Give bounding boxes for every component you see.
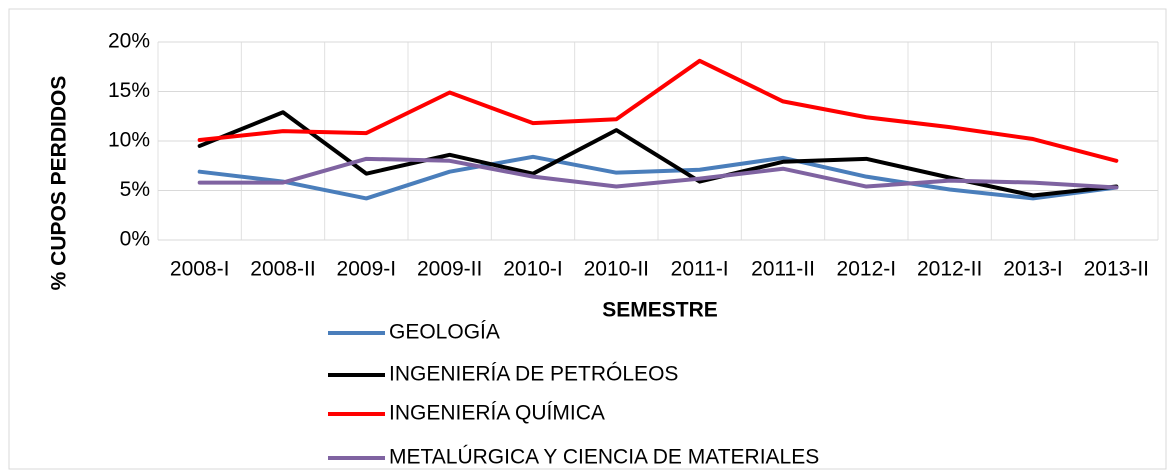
legend-label: INGENIERÍA DE PETRÓLEOS bbox=[389, 363, 678, 386]
legend-label: INGENIERÍA QUÍMICA bbox=[389, 402, 605, 425]
x-axis-title: SEMESTRE bbox=[602, 299, 718, 322]
legend-label: GEOLOGÍA bbox=[389, 321, 500, 344]
y-axis-title: % CUPOS PERDIDOS bbox=[48, 76, 71, 291]
series-line bbox=[197, 58, 1119, 163]
y-tick-label: 10% bbox=[108, 129, 150, 152]
x-tick-label: 2013-II bbox=[1084, 258, 1149, 281]
x-tick-label: 2011-II bbox=[751, 258, 815, 281]
x-tick-label: 2009-I bbox=[337, 258, 397, 281]
series-line bbox=[197, 156, 1119, 190]
x-tick-label: 2008-II bbox=[250, 258, 315, 281]
x-tick-label: 2012-II bbox=[917, 258, 982, 281]
y-tick-label: 15% bbox=[108, 79, 150, 102]
y-tick-label: 0% bbox=[120, 228, 150, 251]
x-tick-label: 2008-I bbox=[170, 258, 230, 281]
x-tick-label: 2012-I bbox=[837, 258, 897, 281]
series-line bbox=[197, 154, 1119, 201]
legend-label: METALÚRGICA Y CIENCIA DE MATERIALES bbox=[389, 446, 819, 469]
y-tick-label: 20% bbox=[108, 30, 150, 53]
chart-border bbox=[8, 8, 1167, 470]
x-tick-label: 2009-II bbox=[417, 258, 482, 281]
x-tick-label: 2010-I bbox=[503, 258, 563, 281]
x-tick-label: 2011-I bbox=[671, 258, 729, 281]
x-tick-label: 2013-I bbox=[1003, 258, 1063, 281]
x-tick-label: 2010-II bbox=[584, 258, 649, 281]
y-tick-label: 5% bbox=[120, 178, 150, 201]
